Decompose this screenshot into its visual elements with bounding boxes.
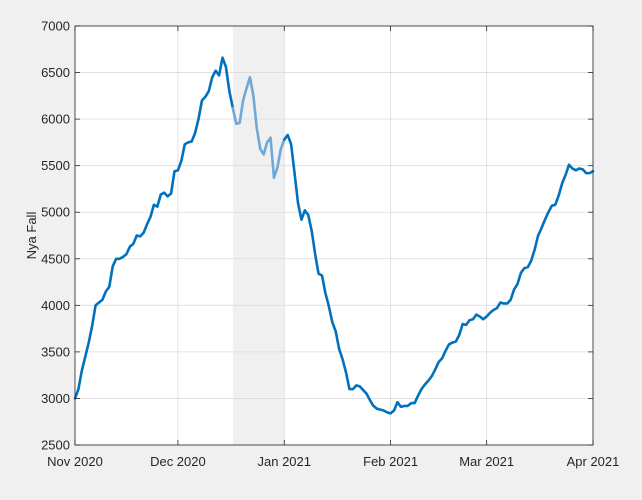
series-layer [73, 56, 595, 415]
shaded-region-layer [232, 26, 285, 445]
x-tick-label: Dec 2020 [150, 454, 206, 469]
series-line-3 [282, 133, 595, 415]
y-tick-label: 4000 [41, 298, 70, 313]
y-tick-label: 4500 [41, 251, 70, 266]
series-line-2 [231, 75, 286, 180]
y-tick-label: 5000 [41, 205, 70, 220]
y-tick-label: 6000 [41, 112, 70, 127]
y-axis-label: Nya Fall [24, 212, 39, 260]
y-tick-label: 7000 [41, 19, 70, 34]
plot-area [75, 26, 593, 445]
x-tick-label: Mar 2021 [459, 454, 514, 469]
y-tick-label: 5500 [41, 158, 70, 173]
x-tick-label: Jan 2021 [258, 454, 312, 469]
y-tick-label: 2500 [41, 438, 70, 453]
tick-layer: Nov 2020 Dec 2020 Jan 2021 Feb 2021 Mar 2021… [41, 19, 619, 470]
y-tick-label: 3000 [41, 391, 70, 406]
series-line-1 [73, 56, 235, 400]
x-tick-label: Apr 2021 [567, 454, 620, 469]
y-tick-label: 3500 [41, 344, 70, 359]
shaded-region [232, 26, 285, 445]
x-tick-label: Feb 2021 [363, 454, 418, 469]
axes-box [74, 25, 594, 446]
y-tick-label: 6500 [41, 65, 70, 80]
x-tick-label: Nov 2020 [47, 454, 103, 469]
